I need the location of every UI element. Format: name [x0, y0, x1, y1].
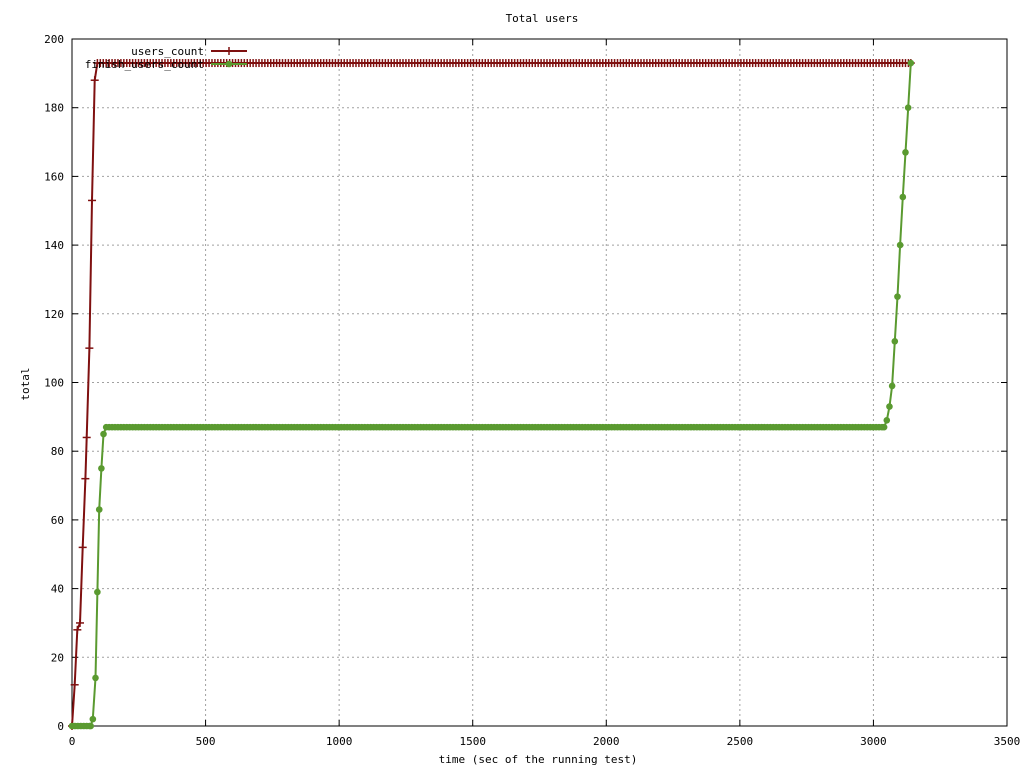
- y-tick-label: 0: [57, 720, 64, 733]
- grid: [72, 39, 1007, 726]
- data-point: [902, 149, 909, 156]
- series-users_count: [68, 59, 915, 730]
- chart-title: Total users: [506, 12, 579, 25]
- y-tick-label: 60: [51, 514, 64, 527]
- y-tick-label: 180: [44, 102, 64, 115]
- legend-item-finish_users_count: finish_users_count: [85, 58, 247, 71]
- x-tick-label: 1000: [326, 735, 353, 748]
- x-tick-label: 2000: [593, 735, 620, 748]
- y-tick-label: 140: [44, 239, 64, 252]
- data-point: [907, 59, 915, 67]
- data-point: [90, 76, 99, 85]
- data-point: [95, 506, 103, 513]
- data-point: [78, 543, 87, 552]
- data-point: [899, 193, 907, 201]
- data-point: [73, 625, 82, 634]
- data-point: [82, 433, 91, 442]
- data-point: [70, 680, 79, 689]
- y-axis-label: total: [19, 367, 32, 400]
- data-point: [88, 196, 97, 205]
- x-tick-label: 3500: [994, 735, 1021, 748]
- y-tick-label: 20: [51, 651, 64, 664]
- y-tick-label: 40: [51, 583, 64, 596]
- data-point: [896, 241, 904, 249]
- x-tick-label: 1500: [459, 735, 486, 748]
- data-point: [89, 715, 97, 723]
- y-tick-label: 80: [51, 445, 64, 458]
- y-tick-label: 160: [44, 170, 64, 183]
- legend-label: users_count: [131, 45, 204, 58]
- y-axis: 0 20 40 60 80 100 120 140 160 180 200: [44, 33, 1007, 733]
- data-point: [894, 293, 901, 300]
- series-line: [72, 62, 912, 727]
- series-finish_users_count: [68, 59, 915, 730]
- data-point: [92, 674, 99, 682]
- y-tick-label: 100: [44, 377, 64, 390]
- series-line: [71, 62, 911, 727]
- legend-label: finish_users_count: [85, 58, 204, 71]
- x-tick-label: 3000: [860, 735, 887, 748]
- legend-item-users_count: users_count: [131, 45, 247, 58]
- x-axis: 0 500 1000 1500 2000 2500 3000 3500: [69, 39, 1021, 748]
- data-point: [87, 722, 94, 730]
- data-point: [904, 104, 912, 111]
- data-point: [98, 465, 105, 472]
- data-point: [891, 337, 899, 345]
- y-tick-label: 120: [44, 308, 64, 321]
- x-tick-label: 0: [69, 735, 76, 748]
- x-axis-label: time (sec of the running test): [439, 753, 638, 766]
- series-layer: [68, 59, 915, 730]
- data-point: [100, 430, 107, 438]
- data-point: [85, 344, 94, 353]
- data-point: [883, 416, 891, 424]
- data-point: [886, 403, 893, 410]
- data-point: [81, 474, 90, 483]
- data-point: [94, 588, 101, 596]
- x-tick-label: 2500: [727, 735, 754, 748]
- data-point: [880, 423, 888, 431]
- data-point: [76, 618, 85, 627]
- x-tick-label: 500: [196, 735, 216, 748]
- data-point: [888, 382, 896, 390]
- y-tick-label: 200: [44, 33, 64, 46]
